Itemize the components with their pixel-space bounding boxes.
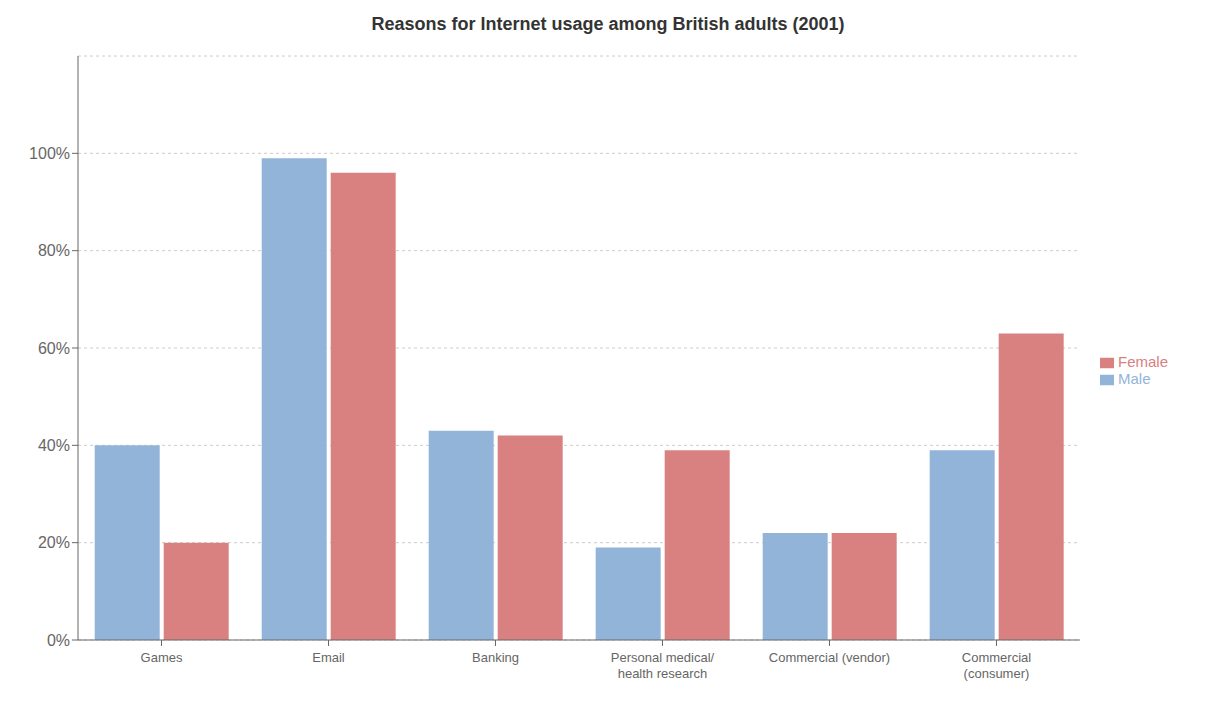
html-text:Male: Male [1118,370,1151,387]
svg-text:0%: 0% [47,632,70,649]
svg-text:Commercial(consumer): Commercial(consumer) [962,650,1031,681]
html-text:Reasons for Internet usage amo: Reasons for Internet usage among British… [371,14,845,34]
svg-text:40%: 40% [38,437,70,454]
svg-text:60%: 60% [38,340,70,357]
svg-text:Banking: Banking [472,650,519,665]
svg-text:80%: 80% [38,242,70,259]
svg-text:Personal medical/health resear: Personal medical/health research [611,650,715,681]
svg-text:20%: 20% [38,534,70,551]
svg-text:Email: Email [312,650,345,665]
html-text:Female: Female [1118,353,1168,370]
svg-text:Commercial (vendor): Commercial (vendor) [769,650,890,665]
svg-text:100%: 100% [29,145,70,162]
svg-text:Games: Games [141,650,183,665]
